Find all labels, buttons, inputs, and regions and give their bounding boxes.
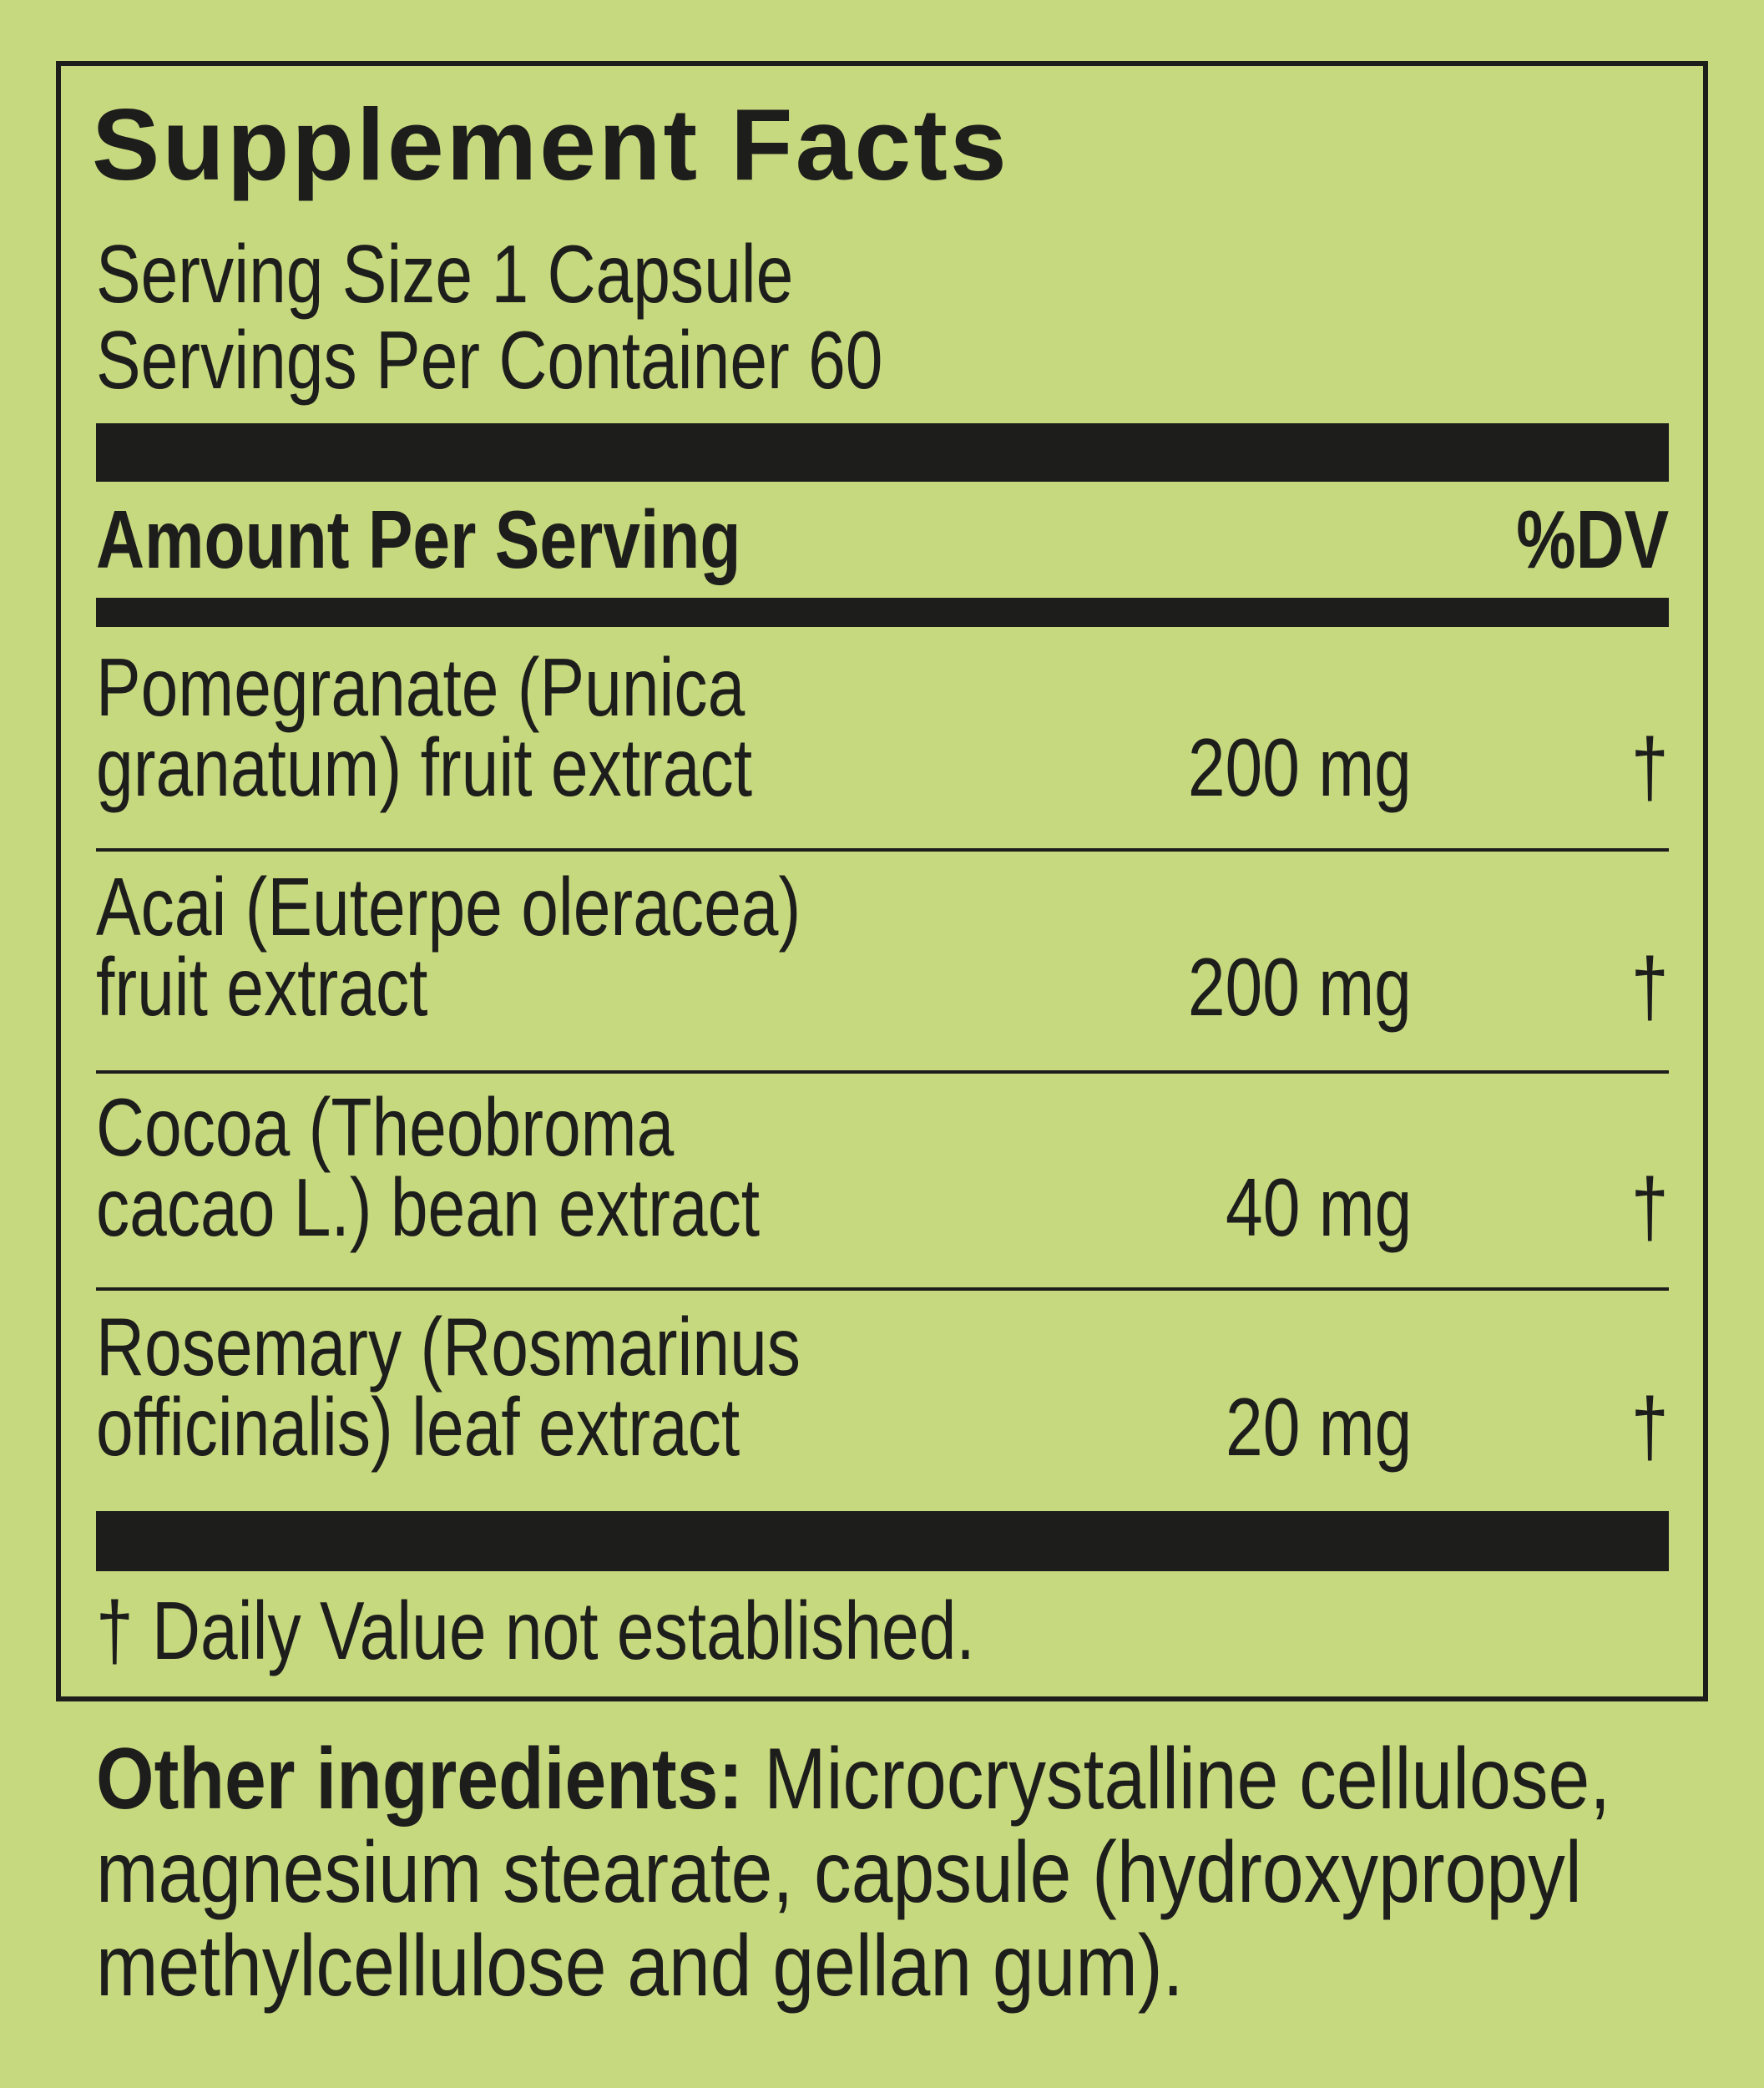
ingredient-amount: 200 mg [1187, 721, 1412, 813]
thick-divider-bottom [96, 1511, 1669, 1571]
ingredient-name-line2: cacao L.) bean extract [96, 1161, 761, 1253]
dagger-icon: † [1631, 941, 1669, 1033]
dagger-icon: † [1631, 1381, 1669, 1473]
ingredient-name-line1: Acai (Euterpe oleracea) [96, 861, 801, 953]
row-divider [96, 848, 1669, 852]
other-ingredients-label: Other ingredients: [96, 1731, 744, 1828]
ingredient-amount: 40 mg [1225, 1161, 1412, 1253]
other-ingredients-text: Microcrystalline cellulose, [743, 1731, 1611, 1828]
ingredient-amount: 20 mg [1225, 1381, 1412, 1473]
supplement-facts-panel [56, 61, 1708, 1701]
servings-per-container: Servings Per Container 60 [96, 314, 883, 406]
panel-title: Supplement Facts [92, 88, 1009, 201]
ingredient-amount: 200 mg [1187, 941, 1412, 1033]
other-ingredients-line: Other ingredients: Microcrystalline cell… [96, 1732, 1610, 1826]
ingredient-name-line1: Pomegranate (Punica [96, 641, 746, 733]
ingredient-name-line1: Cocoa (Theobroma [96, 1081, 675, 1173]
ingredient-name-line2: granatum) fruit extract [96, 721, 753, 813]
dv-header: %DV [1515, 493, 1669, 585]
other-ingredients-line: magnesium stearate, capsule (hydroxyprop… [96, 1824, 1582, 1921]
ingredient-name-line1: Rosemary (Rosmarinus [96, 1301, 801, 1393]
thick-divider-top [96, 423, 1669, 482]
serving-size: Serving Size 1 Capsule [96, 228, 794, 320]
divider-header [96, 598, 1669, 627]
dagger-icon: † [1631, 1161, 1669, 1253]
ingredient-name: Cocoa (Theobroma cacao L.) bean extract [96, 1081, 761, 1253]
dagger-icon: † [1631, 721, 1669, 813]
ingredient-name-line2: officinalis) leaf extract [96, 1381, 740, 1473]
footnote: † Daily Value not established. [96, 1585, 975, 1676]
row-divider [96, 1070, 1669, 1074]
ingredient-name: Acai (Euterpe oleracea) fruit extract [96, 861, 801, 1033]
amount-per-serving-header: Amount Per Serving [96, 493, 741, 585]
ingredient-name: Rosemary (Rosmarinus officinalis) leaf e… [96, 1301, 801, 1473]
other-ingredients-line: methylcellulose and gellan gum). [96, 1918, 1184, 2015]
row-divider [96, 1287, 1669, 1291]
ingredient-name: Pomegranate (Punica granatum) fruit extr… [96, 641, 753, 813]
ingredient-name-line2: fruit extract [96, 941, 428, 1033]
